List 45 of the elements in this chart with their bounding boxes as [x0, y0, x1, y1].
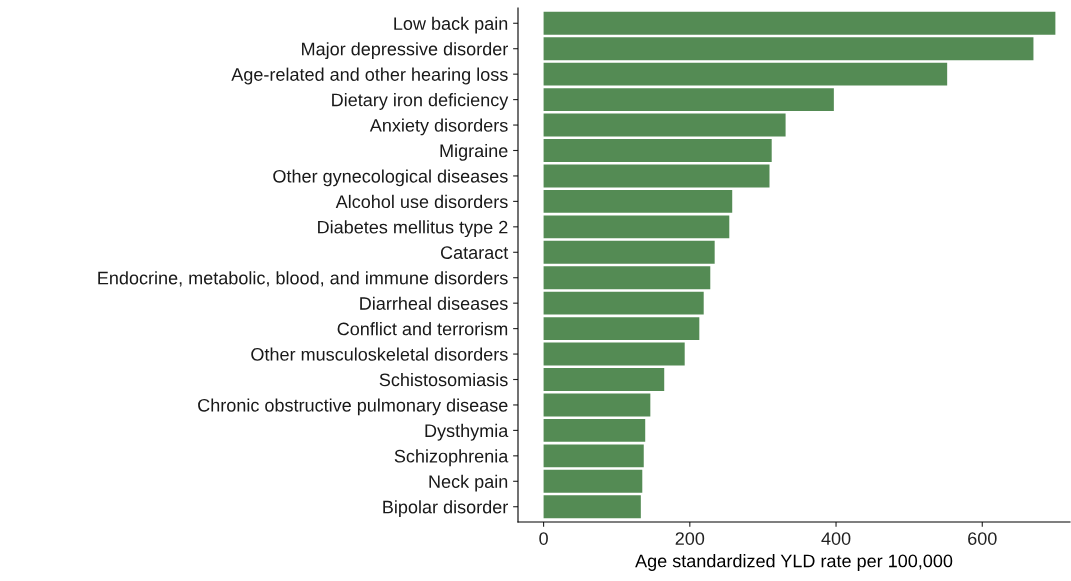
bar — [543, 139, 772, 162]
bar — [543, 495, 641, 519]
x-tick-label: 0 — [539, 532, 548, 545]
bar — [543, 418, 646, 442]
bar — [543, 469, 643, 493]
bar — [543, 215, 730, 239]
y-tick-label: Diarrheal diseases — [360, 296, 508, 310]
bar — [543, 342, 685, 366]
bar — [543, 11, 1056, 35]
y-tick-label: Schizophrenia — [394, 449, 509, 467]
bar — [543, 88, 834, 112]
bar — [543, 291, 704, 315]
y-tick-label: Dysthymia — [425, 423, 509, 441]
y-tick-label: Neck pain — [429, 474, 508, 492]
bar — [543, 62, 948, 86]
y-tick-label: Chronic obstructive pulmonary disease — [198, 398, 508, 416]
bar — [543, 444, 644, 468]
y-tick-label: Anxiety disorders — [369, 118, 508, 136]
y-tick-label: Dietary iron deficiency — [332, 93, 509, 110]
y-tick-label: Endocrine, metabolic, blood, and immune disorders — [98, 271, 508, 287]
x-axis-title: Age standardized YLD rate per 100,000 — [635, 554, 953, 571]
y-tick-label: Bipolar disorder — [383, 500, 508, 518]
y-tick-label: Diabetes mellitus type 2 — [318, 220, 508, 238]
y-tick-label: Schistosomiasis — [379, 372, 508, 387]
y-tick-label: Other gynecological diseases — [273, 169, 508, 187]
x-tick-label: 200 — [675, 532, 705, 545]
y-tick-label: Major depressive disorder — [302, 42, 508, 59]
x-tick-label: 600 — [968, 532, 997, 545]
bar — [543, 164, 770, 188]
y-tick-label: Cataract — [440, 246, 509, 259]
x-tick-label: 400 — [821, 532, 851, 545]
bar — [543, 393, 651, 417]
bar — [543, 113, 786, 137]
y-tick-label: Migraine — [440, 143, 508, 161]
y-tick-label: Other musculoskeletal disorders — [251, 347, 508, 361]
bar — [543, 189, 733, 213]
bar — [543, 317, 700, 341]
y-tick-label: Conflict and terrorism — [337, 322, 508, 336]
y-tick-label: Low back pain — [394, 16, 508, 34]
y-tick-label: Age-related and other hearing loss — [231, 67, 508, 85]
bar — [543, 368, 665, 391]
bar — [543, 266, 711, 290]
y-tick-label: Alcohol use disorders — [335, 194, 508, 209]
bar — [543, 240, 715, 264]
bar — [543, 37, 1034, 61]
